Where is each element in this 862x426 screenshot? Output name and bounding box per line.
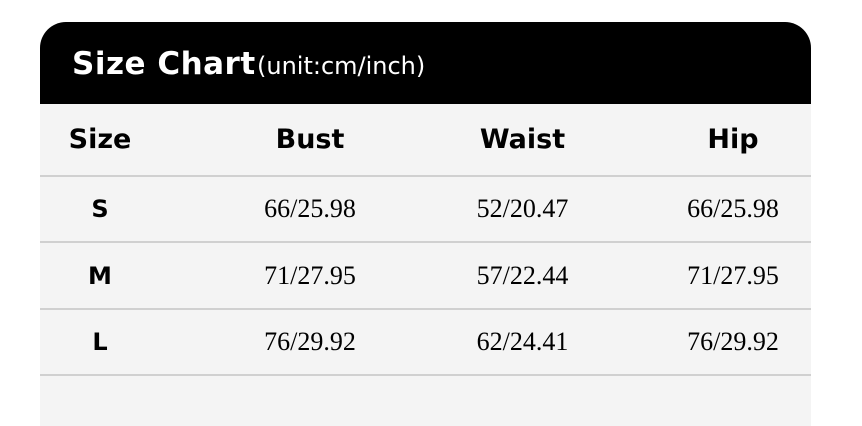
chart-title: Size Chart [72, 46, 256, 82]
bust-cell: 76/29.92 [264, 327, 356, 356]
table-header-row: Size Bust Waist Hip [40, 104, 811, 177]
size-table: Size Bust Waist Hip S 66/25.98 52/20.47 … [40, 104, 811, 426]
column-header-waist: Waist [479, 124, 566, 155]
hip-cell: 66/25.98 [687, 194, 779, 223]
column-header-bust: Bust [275, 124, 345, 155]
waist-cell: 62/24.41 [476, 327, 569, 356]
size-chart-header: Size Chart (unit:cm/inch) [40, 22, 811, 104]
table-row: L 76/29.92 62/24.41 76/29.92 [40, 310, 811, 376]
unit-label: (unit:cm/inch) [257, 52, 426, 80]
table-row: S 66/25.98 52/20.47 66/25.98 [40, 177, 811, 243]
waist-cell: 52/20.47 [476, 194, 569, 223]
hip-cell: 76/29.92 [687, 327, 779, 356]
bust-cell: 66/25.98 [264, 194, 356, 223]
size-cell: S [91, 195, 109, 223]
column-header-hip: Hip [707, 124, 759, 155]
waist-cell: 57/22.44 [476, 260, 569, 290]
size-cell: M [88, 261, 112, 290]
column-header-size: Size [68, 124, 132, 155]
hip-cell: 71/27.95 [687, 260, 779, 290]
size-cell: L [92, 328, 108, 356]
bust-cell: 71/27.95 [264, 260, 356, 290]
table-row: M 71/27.95 57/22.44 71/27.95 [40, 243, 811, 310]
